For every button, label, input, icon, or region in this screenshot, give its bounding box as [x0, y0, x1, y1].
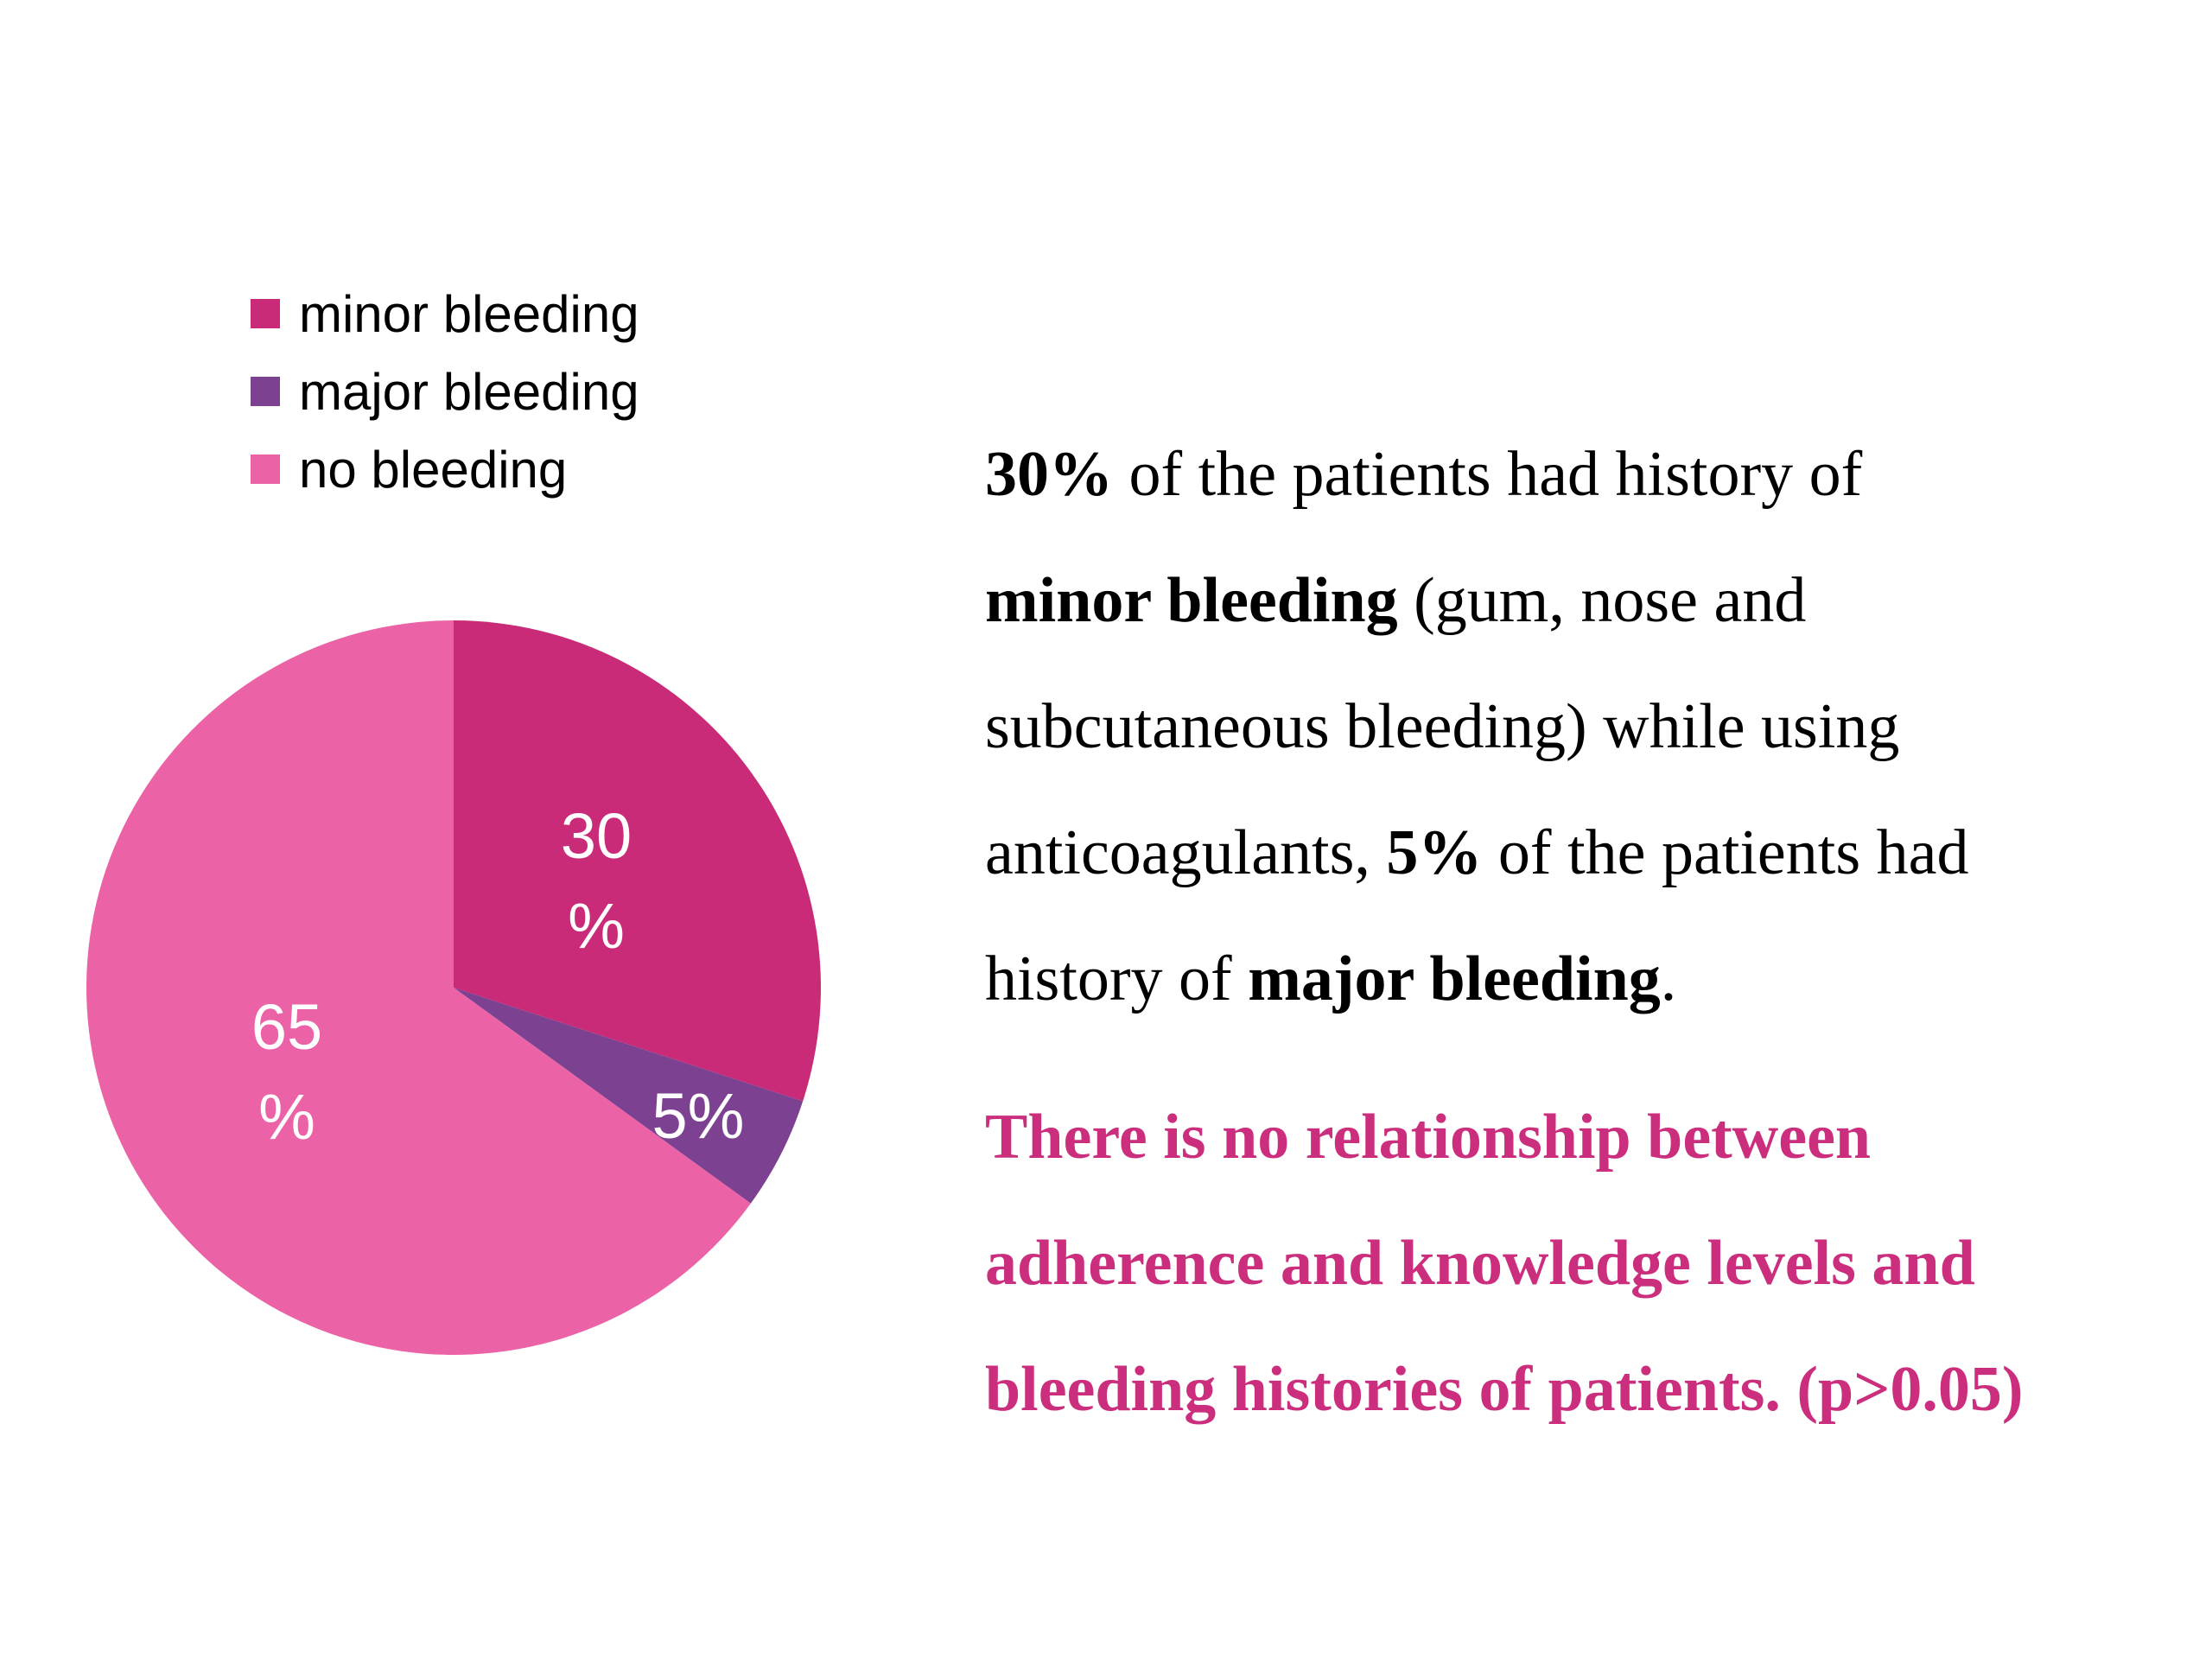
legend-item-no-bleeding: no bleeding [251, 430, 639, 508]
conclusion-line-1: There is no relationship between [985, 1102, 1872, 1173]
findings-text-f: history of [985, 944, 1249, 1014]
findings-line-1: 30% of the patients had history of [985, 411, 2195, 537]
legend-label-major-bleeding: major bleeding [299, 362, 639, 421]
findings-line-2: minor bleeding (gum, nose and [985, 537, 2195, 664]
pct-minor: 30% [985, 439, 1113, 510]
pie-slice-no-bleeding [86, 620, 751, 1356]
conclusion-line-3: bleeding histories of patients. (p>0.05) [985, 1354, 2024, 1425]
legend-label-no-bleeding: no bleeding [299, 440, 568, 499]
findings-line-3: subcutaneous bleeding) while using [985, 664, 2195, 790]
chart-legend: minor bleeding major bleeding no bleedin… [251, 275, 639, 508]
conclusion-line-2: adherence and knowledge levels and [985, 1228, 1975, 1299]
findings-line-5: history of major bleeding. [985, 916, 2195, 1042]
findings-paragraph: 30% of the patients had history of minor… [985, 411, 2195, 1042]
legend-swatch-major-bleeding [251, 377, 280, 406]
findings-text-e: of the patients had [1482, 817, 1969, 888]
pie-slice-major-bleeding [454, 988, 804, 1204]
findings-text-d: anticoagulants, [985, 817, 1387, 888]
data-label-no-bleeding-line2: % [258, 1081, 315, 1153]
data-label-minor-bleeding-line2: % [568, 890, 625, 962]
legend-swatch-minor-bleeding [251, 299, 280, 328]
legend-label-minor-bleeding: minor bleeding [299, 284, 639, 343]
legend-swatch-no-bleeding [251, 454, 280, 484]
findings-line-4: anticoagulants, 5% of the patients had [985, 790, 2195, 916]
data-label-major-bleeding: 5% [652, 1080, 745, 1152]
findings-text-b: (gum, nose and [1397, 565, 1807, 636]
data-label-no-bleeding-line1: 65 [251, 991, 322, 1063]
data-label-minor-bleeding-line1: 30 [561, 800, 632, 872]
pct-major: 5% [1386, 817, 1483, 888]
findings-text-g: . [1660, 944, 1677, 1014]
findings-text-a: of the patients had history of [1113, 439, 1863, 510]
pie-slice-minor-bleeding [454, 620, 821, 1102]
legend-item-major-bleeding: major bleeding [251, 353, 639, 430]
term-minor-bleeding: minor bleeding [985, 565, 1398, 636]
term-major-bleeding: major bleeding [1248, 944, 1661, 1014]
pie-slices [86, 620, 821, 1356]
conclusion-statement: There is no relationship between adheren… [985, 1074, 2212, 1452]
legend-item-minor-bleeding: minor bleeding [251, 275, 639, 353]
findings-text-c: subcutaneous bleeding) while using [985, 691, 1900, 762]
